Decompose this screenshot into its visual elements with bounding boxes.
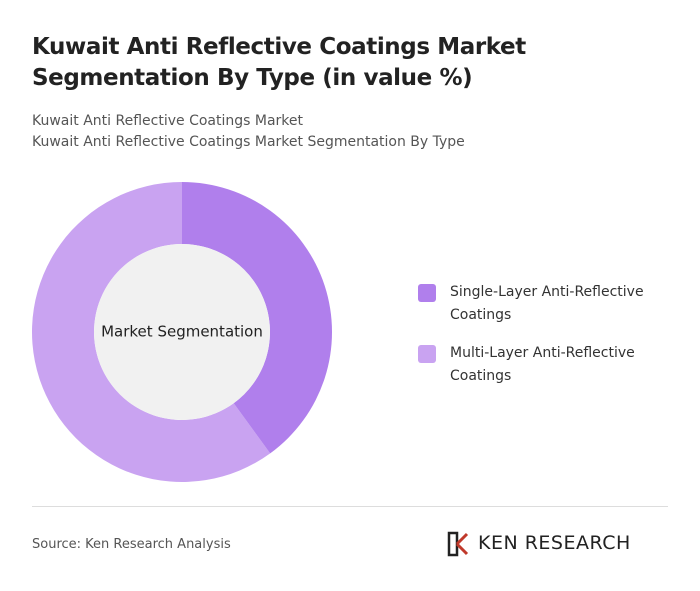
legend-swatch bbox=[418, 284, 436, 302]
chart-title: Kuwait Anti Reflective Coatings Market S… bbox=[32, 34, 526, 91]
subtitle: Kuwait Anti Reflective Coatings Market bbox=[32, 113, 303, 129]
donut-slice bbox=[182, 182, 332, 454]
logo-text: KEN RESEARCH bbox=[478, 532, 631, 554]
source: Source: Ken Research Analysis bbox=[32, 537, 231, 552]
donut-chart: Market Segmentation bbox=[31, 182, 332, 482]
center-label: Market Segmentation bbox=[101, 323, 263, 341]
logo-icon bbox=[447, 531, 469, 557]
legend-swatch bbox=[418, 345, 436, 363]
subtitle: Kuwait Anti Reflective Coatings Market S… bbox=[32, 134, 465, 150]
legend-label: Multi-Layer Anti-Reflective Coatings bbox=[450, 345, 635, 384]
divider bbox=[32, 506, 668, 507]
donut-slice bbox=[31, 182, 271, 482]
donut-hole bbox=[94, 244, 270, 420]
legend-label: Single-Layer Anti-Reflective Coatings bbox=[450, 284, 644, 323]
